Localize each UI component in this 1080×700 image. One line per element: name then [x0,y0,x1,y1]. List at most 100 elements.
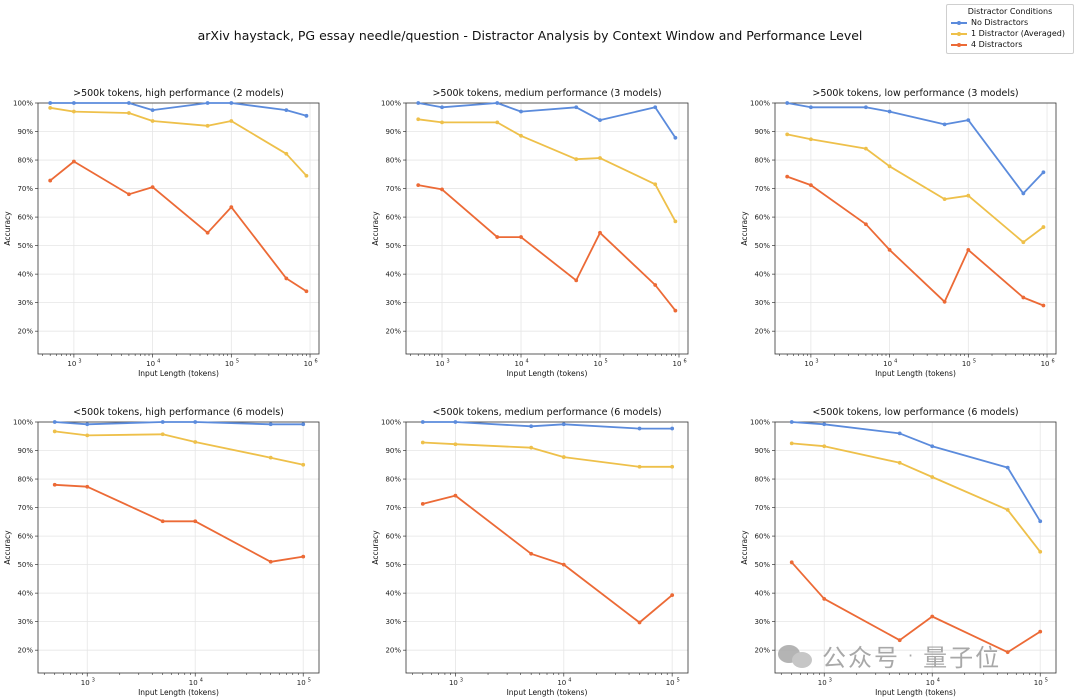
data-point [942,299,947,304]
x-tick-label: 10 [436,360,445,368]
x-tick-exponent: 4 [894,359,897,365]
data-point [416,183,421,188]
data-point [301,462,306,467]
data-point [822,596,827,601]
x-tick-exponent: 5 [1045,678,1048,684]
wechat-icon [778,643,814,669]
data-point [420,420,425,424]
x-tick-label: 10 [515,360,524,368]
y-tick-label: 30% [17,299,33,307]
x-tick-label: 10 [666,679,675,687]
data-point [495,235,500,239]
data-point [1038,519,1043,524]
series-line-2 [791,561,1041,654]
x-tick-exponent: 6 [1052,359,1055,365]
data-point [864,222,868,227]
panel-title-2: >500k tokens, low performance (3 models) [812,88,1019,99]
legend-swatch-no-distractors [951,19,967,27]
data-point [653,283,658,287]
x-axis-label: Input Length (tokens) [875,688,956,697]
data-point [127,111,131,115]
x-tick-exponent: 6 [315,359,318,365]
data-point [495,101,500,105]
data-point [670,593,675,598]
x-axis-label: Input Length (tokens) [138,369,219,378]
data-point [930,444,935,449]
data-point [304,289,309,294]
y-tick-label: 40% [754,271,770,279]
legend-entry-1-distractor: 1 Distractor (Averaged) [951,28,1069,39]
data-point [529,424,534,429]
data-point [284,276,289,281]
x-tick-exponent: 3 [78,359,81,365]
data-point [268,559,273,564]
data-point [127,101,131,105]
y-tick-label: 70% [17,504,33,512]
y-tick-label: 40% [754,590,770,598]
data-point [897,638,902,643]
data-point [598,230,602,235]
y-tick-label: 70% [754,504,770,512]
watermark-brand: 量子位 [923,644,1002,672]
data-point [653,182,658,187]
data-point [52,420,57,424]
figure-title: arXiv haystack, PG essay needle/question… [197,28,863,43]
x-tick-label: 10 [189,679,198,687]
series-line-1 [418,118,677,222]
data-point [673,308,678,313]
data-point [85,484,90,489]
plot-frame [37,102,320,355]
y-tick-label: 100% [381,419,401,427]
y-tick-label: 60% [17,214,33,222]
data-point [150,108,155,113]
watermark-dot: · [908,646,916,665]
x-tick-label: 10 [146,360,155,368]
data-point [897,460,902,465]
x-tick-exponent: 3 [460,678,463,684]
series-line-2 [418,184,677,312]
y-tick-label: 90% [385,128,401,136]
data-point [85,433,90,438]
y-tick-label: 80% [754,157,770,165]
data-point [598,156,602,160]
data-point [574,278,579,283]
x-axis-label: Input Length (tokens) [507,688,588,697]
y-tick-label: 20% [754,328,770,336]
series-line-1 [787,133,1044,244]
data-point [71,101,76,105]
x-tick-label: 10 [926,679,935,687]
data-point [561,422,566,427]
x-tick-exponent: 6 [683,359,686,365]
data-point [229,119,234,123]
data-point [519,109,523,114]
data-point [519,235,523,239]
y-tick-label: 80% [385,476,401,484]
watermark: 公众号 · 量子位 [778,638,1001,673]
panel-title-0: >500k tokens, high performance (2 models… [73,88,284,99]
panel-title-3: <500k tokens, high performance (6 models… [73,407,284,418]
y-axis-label: Accuracy [3,211,12,246]
data-point [205,101,210,105]
data-point [1021,295,1026,300]
data-point [453,493,458,498]
y-tick-label: 20% [385,328,401,336]
y-tick-label: 50% [385,242,401,250]
series-line-2 [54,483,304,563]
data-point [561,562,566,567]
data-point [150,185,155,190]
y-tick-label: 50% [17,561,33,569]
data-point [268,455,273,460]
data-point [519,133,523,138]
y-tick-label: 60% [754,533,770,541]
y-tick-label: 30% [17,618,33,626]
data-point [229,205,234,210]
y-tick-label: 40% [17,590,33,598]
data-point [416,117,421,122]
y-tick-label: 40% [17,271,33,279]
series-line-0 [418,102,677,139]
y-tick-label: 20% [17,328,33,336]
data-point [193,440,198,444]
series-line-2 [786,175,1044,307]
legend-label: No Distractors [971,18,1029,27]
